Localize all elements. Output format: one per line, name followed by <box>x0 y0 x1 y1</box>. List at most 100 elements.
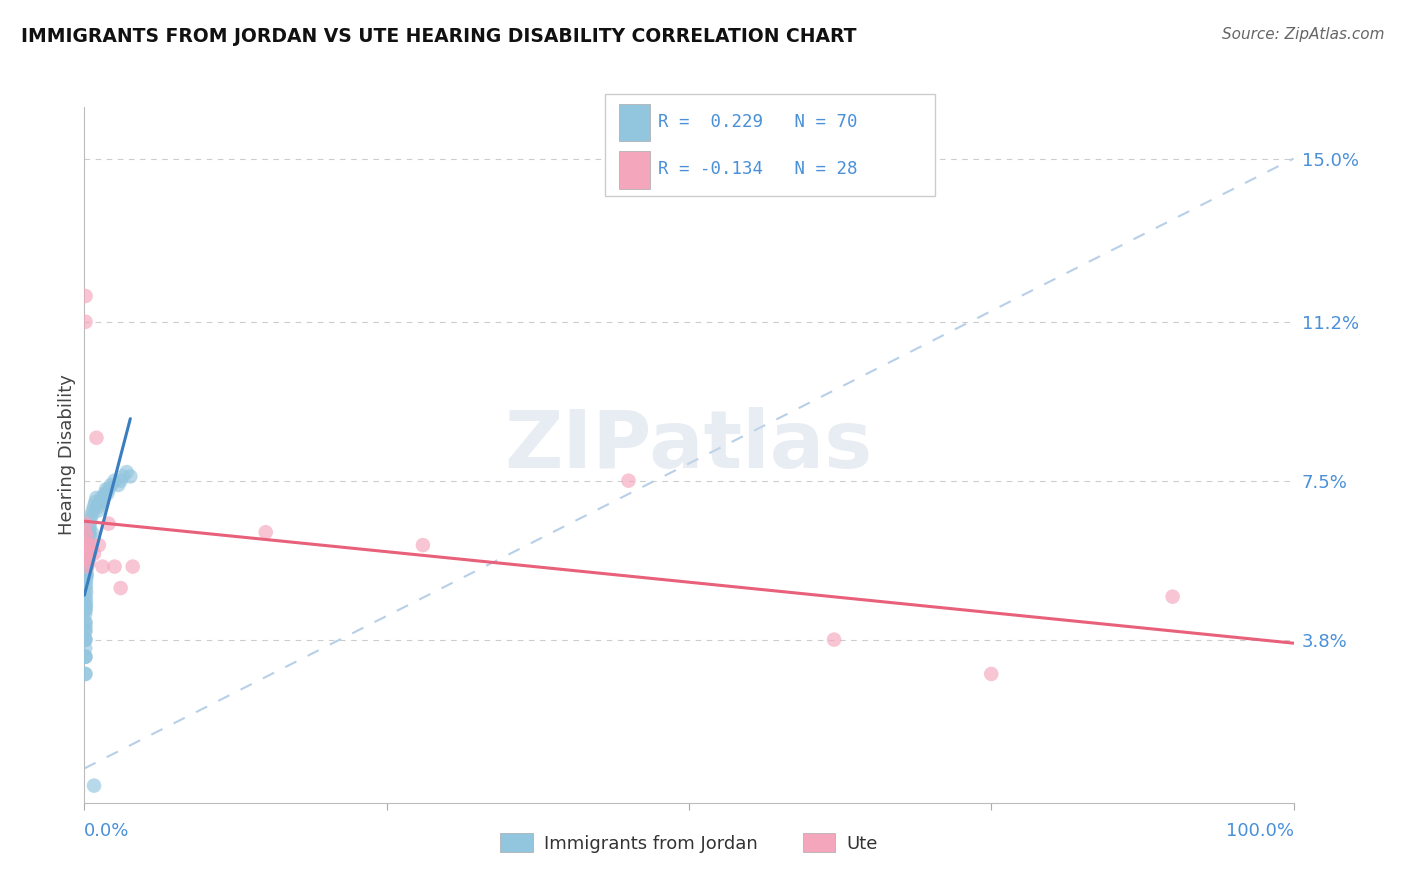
Point <box>90 491 112 505</box>
Point <box>100 478 122 492</box>
Point <box>86 504 108 518</box>
Text: 100.0%: 100.0% <box>1226 822 1294 840</box>
Point <box>91 495 114 509</box>
Point <box>75 564 97 578</box>
Point <box>89 495 111 509</box>
Point <box>104 474 127 488</box>
Point <box>75 649 97 664</box>
Point <box>75 590 97 604</box>
Point <box>79 521 101 535</box>
Text: 0.0%: 0.0% <box>84 822 129 840</box>
Point <box>73 632 96 647</box>
Point <box>75 602 97 616</box>
Point <box>617 474 640 488</box>
Point <box>77 525 100 540</box>
Point <box>75 576 97 591</box>
Point <box>76 555 98 569</box>
Point <box>76 559 98 574</box>
Point <box>112 469 135 483</box>
Point <box>79 547 101 561</box>
Point <box>82 504 104 518</box>
Point <box>83 547 105 561</box>
Point <box>104 559 127 574</box>
Point <box>76 555 98 569</box>
Point <box>75 632 97 647</box>
Point <box>412 538 434 552</box>
Point <box>75 624 97 638</box>
Point <box>83 779 105 793</box>
Point <box>76 559 98 574</box>
Point <box>87 500 110 514</box>
Point <box>94 486 117 500</box>
Point <box>75 315 97 329</box>
Point <box>79 516 101 531</box>
Point <box>79 529 101 543</box>
Point <box>77 533 100 548</box>
Point <box>86 491 108 505</box>
Point <box>77 547 100 561</box>
Point <box>91 559 114 574</box>
Point <box>76 538 98 552</box>
Point <box>75 607 97 621</box>
Point <box>80 525 103 540</box>
Point <box>75 667 97 681</box>
Point <box>75 602 97 616</box>
Point <box>75 525 97 540</box>
Point <box>75 581 97 595</box>
Point <box>1161 590 1184 604</box>
Point <box>83 500 105 514</box>
Point <box>75 573 97 587</box>
Point <box>980 667 1002 681</box>
Text: ZIPatlas: ZIPatlas <box>505 407 873 485</box>
Point <box>79 512 101 526</box>
Text: R =  0.229   N = 70: R = 0.229 N = 70 <box>658 113 858 131</box>
Point <box>75 615 97 630</box>
Point <box>75 599 97 613</box>
Y-axis label: Hearing Disability: Hearing Disability <box>58 375 76 535</box>
Point <box>87 538 110 552</box>
Point <box>77 538 100 552</box>
Point <box>76 542 98 557</box>
Point <box>254 525 277 540</box>
Point <box>77 547 100 561</box>
Point <box>77 525 100 540</box>
Point <box>77 555 100 569</box>
Point <box>93 491 115 505</box>
Point <box>97 483 120 497</box>
Point <box>75 632 97 647</box>
Point <box>823 632 845 647</box>
Point <box>80 508 103 522</box>
Point <box>76 568 98 582</box>
Point <box>96 486 118 500</box>
Point <box>115 465 138 479</box>
Point <box>73 649 96 664</box>
Text: R = -0.134   N = 28: R = -0.134 N = 28 <box>658 161 858 178</box>
Point <box>73 667 96 681</box>
Point <box>75 641 97 656</box>
Point <box>75 289 97 303</box>
Point <box>76 529 98 543</box>
Point <box>76 538 98 552</box>
Point <box>120 469 142 483</box>
Point <box>75 649 97 664</box>
Point <box>76 547 98 561</box>
Point <box>110 474 132 488</box>
Point <box>86 431 108 445</box>
Point <box>76 551 98 566</box>
Point <box>75 551 97 566</box>
Point <box>73 538 96 552</box>
Point <box>97 516 120 531</box>
Point <box>75 538 97 552</box>
Point <box>110 581 132 595</box>
Point <box>121 559 143 574</box>
Point <box>84 495 107 509</box>
Point <box>75 620 97 634</box>
Point <box>107 478 129 492</box>
Point <box>75 568 97 582</box>
Point <box>75 624 97 638</box>
Text: Source: ZipAtlas.com: Source: ZipAtlas.com <box>1222 27 1385 42</box>
Point <box>80 538 103 552</box>
Point <box>77 529 100 543</box>
Point <box>75 615 97 630</box>
Point <box>94 483 117 497</box>
